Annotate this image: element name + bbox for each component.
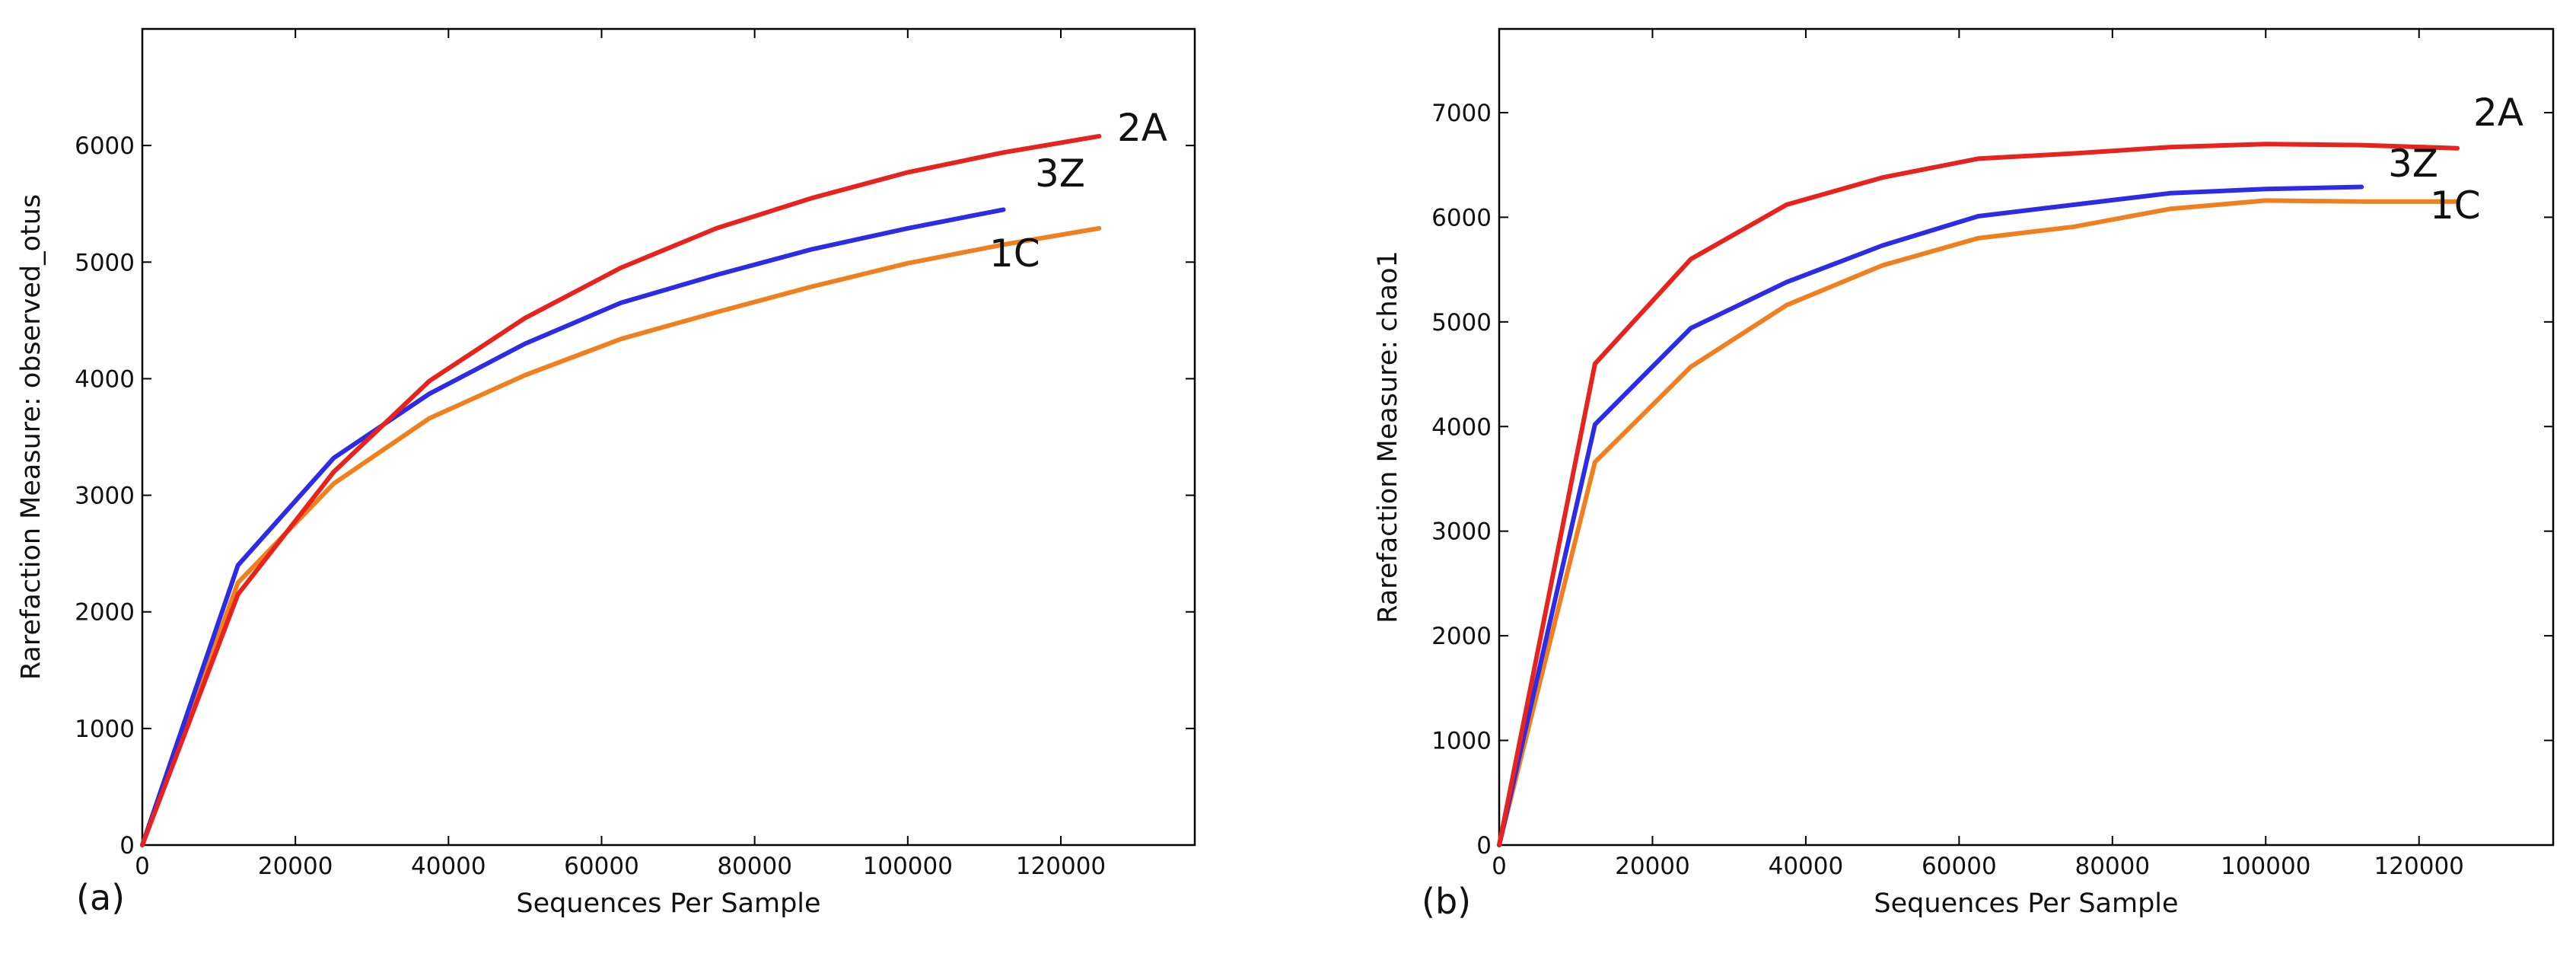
y-axis-label: Rarefaction Measure: observed_otus: [16, 194, 46, 680]
x-tick-label: 120000: [2374, 853, 2464, 880]
x-tick-label: 40000: [411, 853, 486, 880]
chart-panel-a: 0 20000 40000 60000 80000 100000 120000 0 1000 20…: [16, 27, 1196, 919]
x-tick-label: 0: [135, 853, 150, 880]
x-tick-label: 20000: [1615, 853, 1690, 880]
x-tick-label: 20000: [258, 853, 333, 880]
series-label-2a: 2A: [1117, 106, 1167, 150]
series-line-1c: [140, 225, 1102, 847]
x-axis-label: Sequences Per Sample: [516, 888, 820, 919]
y-tick-label: 4000: [1431, 413, 1492, 441]
x-tick-label: 60000: [1922, 853, 1997, 880]
panel-label: (a): [76, 877, 125, 918]
x-tick-label: 100000: [863, 853, 953, 880]
y-tick-label: 5000: [1431, 309, 1492, 336]
series-label-2a: 2A: [2473, 91, 2523, 135]
x-tick-label: 100000: [2221, 853, 2310, 880]
y-tick-label: 3000: [75, 483, 135, 510]
y-tick-label: 1000: [75, 716, 135, 743]
series-line-2a: [140, 133, 1102, 847]
y-tick-label: 0: [1476, 832, 1492, 860]
y-tick-label: 0: [119, 832, 135, 860]
series-line-1c: [1497, 198, 2460, 847]
panel-label: (b): [1422, 881, 1471, 922]
series-label-3z: 3Z: [1035, 151, 1085, 196]
x-tick-label: 40000: [1769, 853, 1844, 880]
y-tick-label: 6000: [75, 132, 135, 160]
y-tick-label: 5000: [75, 249, 135, 276]
x-tick-label: 80000: [717, 853, 792, 880]
plot-frame: [141, 27, 1196, 847]
series-label-3z: 3Z: [2388, 142, 2438, 186]
plot-frame: [1498, 27, 2555, 847]
y-tick-label: 2000: [75, 599, 135, 627]
x-tick-label: 80000: [2075, 853, 2151, 880]
series-label-1c: 1C: [2430, 183, 2481, 228]
x-tick-label: 60000: [564, 853, 639, 880]
y-tick-label: 2000: [1431, 623, 1492, 650]
series-label-1c: 1C: [989, 231, 1040, 276]
y-tick-label: 3000: [1431, 518, 1492, 546]
series-line-3z: [140, 207, 1006, 847]
chart-panel-b: 0 20000 40000 60000 80000 100000 120000 0 1000 20…: [1373, 27, 2555, 922]
series-line-2a: [1497, 142, 2460, 847]
x-axis-label: Sequences Per Sample: [1874, 888, 2178, 919]
x-tick-label: 120000: [1016, 853, 1106, 880]
x-tick-label: 0: [1492, 853, 1507, 880]
y-axis-label: Rarefaction Measure: chao1: [1373, 250, 1403, 624]
y-tick-label: 4000: [75, 365, 135, 393]
series-line-3z: [1497, 184, 2364, 847]
y-tick-label: 7000: [1431, 100, 1492, 127]
y-tick-label: 1000: [1431, 728, 1492, 755]
y-tick-label: 6000: [1431, 204, 1492, 231]
